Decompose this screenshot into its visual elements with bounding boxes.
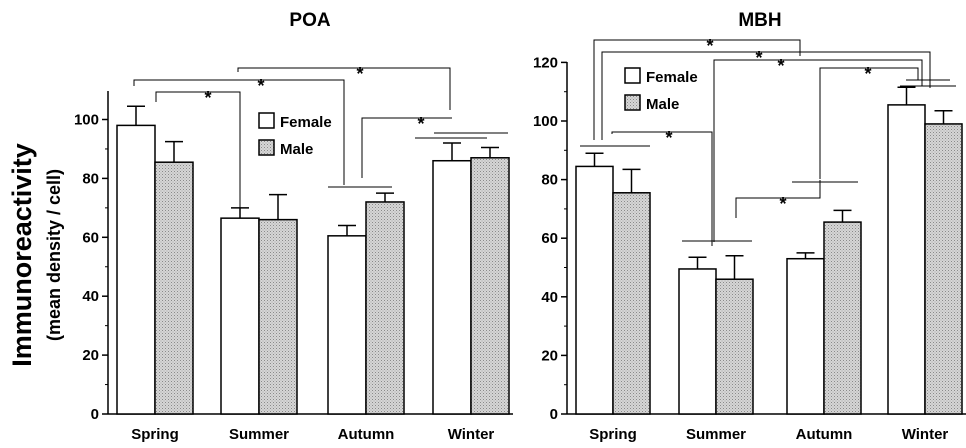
mbh-ytick-label: 20 xyxy=(541,347,558,364)
poa-legend-female-swatch xyxy=(258,112,275,129)
poa-bar-female-spring xyxy=(116,124,156,415)
mbh-ytick-label: 0 xyxy=(550,406,558,423)
mbh-legend-female-label: Female xyxy=(646,69,698,86)
mbh-bar-male-autumn xyxy=(823,221,862,415)
mbh-ytick-label: 60 xyxy=(541,230,558,247)
mbh-bar-male-summer xyxy=(715,278,754,415)
poa-bar-female-winter xyxy=(432,159,472,415)
mbh-category-label: Summer xyxy=(686,426,746,443)
mbh-legend-male-label: Male xyxy=(646,96,679,113)
mbh-category-label: Spring xyxy=(589,426,637,443)
poa-category-label: Summer xyxy=(229,426,289,443)
mbh-bar-male-spring xyxy=(612,192,651,415)
poa-category-label: Spring xyxy=(131,426,179,443)
mbh-bar-female-autumn xyxy=(786,257,825,415)
poa-category-label: Winter xyxy=(448,426,495,443)
poa-bar-male-spring xyxy=(154,161,194,415)
poa-ytick-label: 20 xyxy=(82,347,99,364)
poa-ytick-label: 40 xyxy=(82,288,99,305)
mbh-sig-star-1: * xyxy=(706,36,713,56)
mbh-bar-female-summer xyxy=(678,268,717,415)
poa-significance xyxy=(133,67,508,217)
mbh-bar-male-winter xyxy=(924,123,963,415)
mbh-bar-female-winter xyxy=(887,104,926,415)
mbh-sig-star-6: * xyxy=(779,194,786,214)
mbh-category-label: Winter xyxy=(902,426,949,443)
poa-ytick-label: 0 xyxy=(91,406,99,423)
poa-sig-star-4: * xyxy=(417,114,424,134)
y-axis-label: Immunoreactivity xyxy=(7,143,37,367)
mbh-panel: 0 20 40 60 80 100 120 Spring Summer Autumn Winter xyxy=(533,54,966,443)
mbh-sig-star-3: * xyxy=(777,56,784,76)
poa-title: POA xyxy=(289,10,330,31)
poa-sig-star-1: * xyxy=(204,88,211,108)
poa-legend-male-label: Male xyxy=(280,141,313,158)
poa-sig-star-3: * xyxy=(356,64,363,84)
poa-bar-female-autumn xyxy=(327,235,367,415)
poa-bar-male-autumn xyxy=(365,201,405,415)
poa-panel: 0 20 40 60 80 100 Spring Summer Autumn Winter xyxy=(74,91,513,443)
poa-ytick-label: 60 xyxy=(82,229,99,246)
poa-legend: Female Male xyxy=(258,112,332,158)
mbh-legend-male-swatch xyxy=(624,94,641,111)
mbh-sig-star-4: * xyxy=(665,128,672,148)
poa-sig-star-2: * xyxy=(257,76,264,96)
mbh-ytick-label: 40 xyxy=(541,289,558,306)
poa-bar-female-summer xyxy=(220,217,260,415)
mbh-category-label: Autumn xyxy=(796,426,853,443)
mbh-ytick-label: 80 xyxy=(541,172,558,189)
poa-category-label: Autumn xyxy=(338,426,395,443)
y-axis-sublabel: (mean density / cell) xyxy=(44,169,64,341)
mbh-ytick-label: 120 xyxy=(533,54,558,71)
poa-ytick-label: 100 xyxy=(74,112,99,129)
poa-legend-male-swatch xyxy=(258,139,275,156)
mbh-legend: Female Male xyxy=(624,67,698,113)
poa-legend-female-label: Female xyxy=(280,114,332,131)
poa-bar-male-winter xyxy=(470,157,510,415)
mbh-sig-star-2: * xyxy=(755,48,762,68)
poa-ytick-label: 80 xyxy=(82,170,99,187)
mbh-ytick-label: 100 xyxy=(533,113,558,130)
poa-bar-male-summer xyxy=(258,218,298,415)
mbh-significance xyxy=(580,39,956,246)
mbh-title: MBH xyxy=(738,10,781,31)
mbh-sig-star-5: * xyxy=(864,64,871,84)
mbh-bar-female-spring xyxy=(575,165,614,415)
mbh-legend-female-swatch xyxy=(624,67,641,84)
